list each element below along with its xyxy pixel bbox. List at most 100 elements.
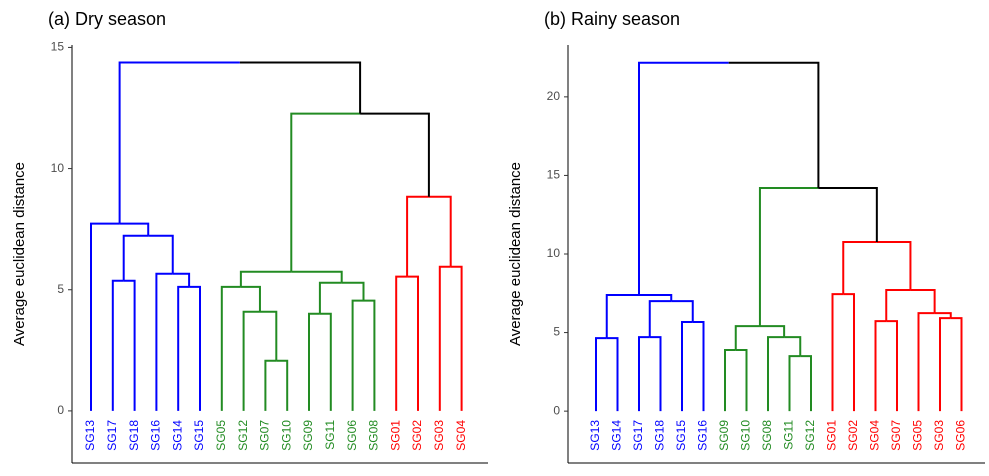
leaf-label: SG04 [454,420,468,451]
leaf-label: SG03 [432,420,446,451]
branch [767,336,785,412]
branch [671,300,694,323]
leaf-label: SG17 [631,420,645,451]
y-axis-label: Average euclidean distance [507,162,524,346]
branch [308,312,320,411]
leaf-label: SG09 [717,420,731,451]
branch [788,355,801,412]
branch [639,294,673,302]
branch [276,359,289,411]
branch [118,61,240,224]
branch [122,234,149,281]
branch [874,320,887,412]
branch [351,299,364,411]
branch [692,321,705,412]
leaf-label: SG11 [782,420,796,450]
leaf-label: SG13 [588,420,602,451]
branch [239,270,292,287]
leaf-label: SG08 [367,420,381,451]
branch [638,61,729,296]
leaf-label: SG05 [911,420,925,451]
branch [220,285,241,411]
branch [123,279,136,411]
branch [784,336,802,357]
leaf-label: SG16 [696,420,710,451]
leaf-label: SG02 [410,420,424,451]
y-tick-label: 5 [553,325,560,339]
branch [735,349,748,412]
leaf-label: SG10 [739,420,753,451]
branch [407,275,419,411]
y-tick-label: 10 [547,246,561,260]
branch [148,234,174,274]
branch [172,272,191,287]
y-tick-label: 5 [57,282,64,296]
leaf-label: SG06 [954,420,968,451]
y-tick-label: 15 [547,168,561,182]
y-axis-label: Average euclidean distance [11,162,28,346]
branch [939,317,951,412]
branch [648,300,672,338]
branch [438,265,451,411]
leaf-label: SG08 [760,420,774,451]
branch [724,349,736,412]
branch [90,222,120,411]
branch [242,310,260,411]
branch [917,312,935,412]
y-tick-label: 15 [51,40,65,54]
leaf-label: SG18 [127,420,141,451]
leaf-label: SG15 [192,420,206,451]
branch [264,359,277,411]
branch [290,112,361,272]
branch [638,336,650,412]
branch [259,310,278,361]
leaf-label: SG18 [653,420,667,451]
branch [950,317,963,412]
y-tick-label: 0 [553,403,560,417]
leaf-label: SG03 [932,420,946,451]
branch [681,321,693,412]
leaf-label: SG10 [279,420,293,451]
branch [759,325,786,338]
y-tick-label: 10 [51,161,65,175]
leaf-label: SG07 [889,420,903,451]
branch [605,294,639,339]
branch [842,241,877,295]
leaf-label: SG01 [388,420,402,451]
leaf-label: SG04 [868,420,882,451]
branch [240,285,261,312]
branch [843,293,855,412]
branch [406,195,429,277]
chart-title: (a) Dry season [48,9,166,29]
leaf-label: SG13 [83,420,97,451]
branch [595,337,607,412]
branch [649,336,662,412]
leaf-label: SG06 [345,420,359,451]
leaf-label: SG12 [803,420,817,451]
branch [606,337,619,412]
branch [239,61,362,114]
leaf-label: SG17 [105,420,119,451]
leaf-label: SG14 [170,420,184,451]
branch [831,293,844,412]
branch [111,279,124,411]
branch [728,61,820,188]
leaf-label: SG12 [236,420,250,451]
chart-title: (b) Rainy season [544,9,680,29]
leaf-label: SG15 [674,420,688,451]
branch [319,312,332,411]
branch [119,222,150,236]
branch [177,285,190,411]
branch [428,195,452,267]
branch [818,187,878,243]
branch [734,325,760,351]
branch [885,288,911,322]
branch [450,265,463,411]
branch [341,281,365,301]
branch [363,299,376,411]
branch [291,270,343,283]
branch [189,285,201,411]
branch [934,312,952,319]
